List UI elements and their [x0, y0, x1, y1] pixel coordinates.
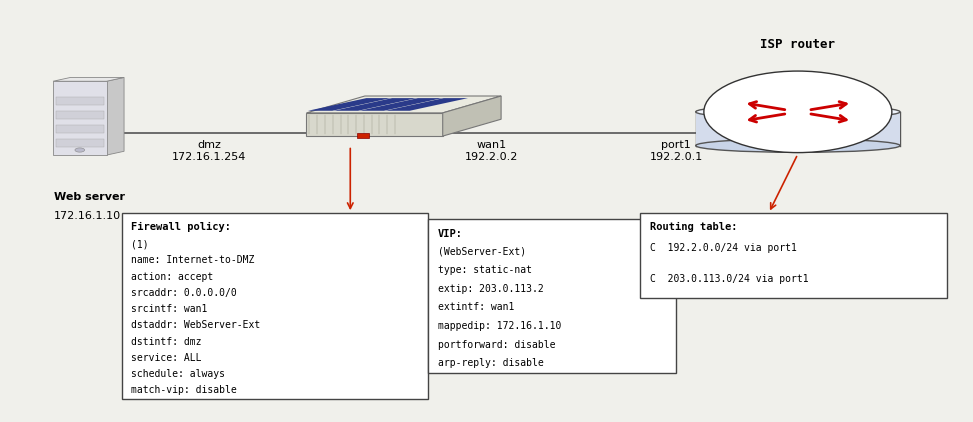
FancyBboxPatch shape [122, 213, 428, 399]
Polygon shape [107, 78, 125, 155]
Text: wan1: wan1 [477, 140, 506, 150]
Text: Firewall policy:: Firewall policy: [131, 222, 232, 233]
Polygon shape [385, 98, 468, 111]
Text: arp-reply: disable: arp-reply: disable [438, 358, 544, 368]
FancyBboxPatch shape [56, 139, 104, 147]
FancyBboxPatch shape [357, 133, 369, 138]
Text: mappedip: 172.16.1.10: mappedip: 172.16.1.10 [438, 321, 561, 331]
Text: action: accept: action: accept [131, 272, 214, 281]
Text: VIP:: VIP: [438, 229, 463, 239]
Polygon shape [360, 98, 442, 111]
Text: dmz: dmz [198, 140, 221, 150]
Circle shape [75, 148, 85, 152]
Text: match-vip: disable: match-vip: disable [131, 385, 237, 395]
Text: 172.16.1.10: 172.16.1.10 [54, 211, 121, 221]
Text: C  192.2.0.0/24 via port1: C 192.2.0.0/24 via port1 [650, 243, 797, 253]
FancyBboxPatch shape [56, 125, 104, 133]
Text: Routing table:: Routing table: [650, 222, 738, 233]
Polygon shape [54, 78, 125, 81]
Text: (WebServer-Ext): (WebServer-Ext) [438, 246, 526, 256]
FancyBboxPatch shape [56, 111, 104, 119]
Text: schedule: always: schedule: always [131, 369, 226, 379]
Text: service: ALL: service: ALL [131, 353, 201, 363]
Text: extip: 203.0.113.2: extip: 203.0.113.2 [438, 284, 544, 294]
Text: 192.2.0.1: 192.2.0.1 [650, 151, 703, 162]
Text: Web server: Web server [54, 192, 125, 202]
Polygon shape [443, 96, 501, 136]
Text: dstaddr: WebServer-Ext: dstaddr: WebServer-Ext [131, 320, 261, 330]
Polygon shape [307, 98, 391, 111]
Polygon shape [306, 96, 501, 113]
Bar [696, 112, 900, 146]
FancyBboxPatch shape [54, 81, 107, 155]
Ellipse shape [696, 139, 900, 152]
Text: srcintf: wan1: srcintf: wan1 [131, 304, 207, 314]
Text: portforward: disable: portforward: disable [438, 340, 556, 349]
Polygon shape [306, 113, 443, 136]
Text: ISP router: ISP router [760, 38, 836, 51]
Circle shape [703, 71, 892, 153]
Text: port1: port1 [662, 140, 691, 150]
Text: extintf: wan1: extintf: wan1 [438, 302, 514, 312]
Text: dstintf: dmz: dstintf: dmz [131, 337, 201, 346]
Text: 192.2.0.2: 192.2.0.2 [465, 151, 518, 162]
Polygon shape [334, 98, 416, 111]
Text: 172.16.1.254: 172.16.1.254 [172, 151, 246, 162]
Text: srcaddr: 0.0.0.0/0: srcaddr: 0.0.0.0/0 [131, 288, 237, 298]
FancyBboxPatch shape [640, 213, 947, 298]
Text: (1): (1) [131, 239, 149, 249]
Text: type: static-nat: type: static-nat [438, 265, 532, 275]
FancyBboxPatch shape [428, 219, 676, 373]
FancyBboxPatch shape [56, 97, 104, 105]
Ellipse shape [696, 105, 900, 119]
Text: name: Internet-to-DMZ: name: Internet-to-DMZ [131, 255, 255, 265]
Text: C  203.0.113.0/24 via port1: C 203.0.113.0/24 via port1 [650, 274, 809, 284]
